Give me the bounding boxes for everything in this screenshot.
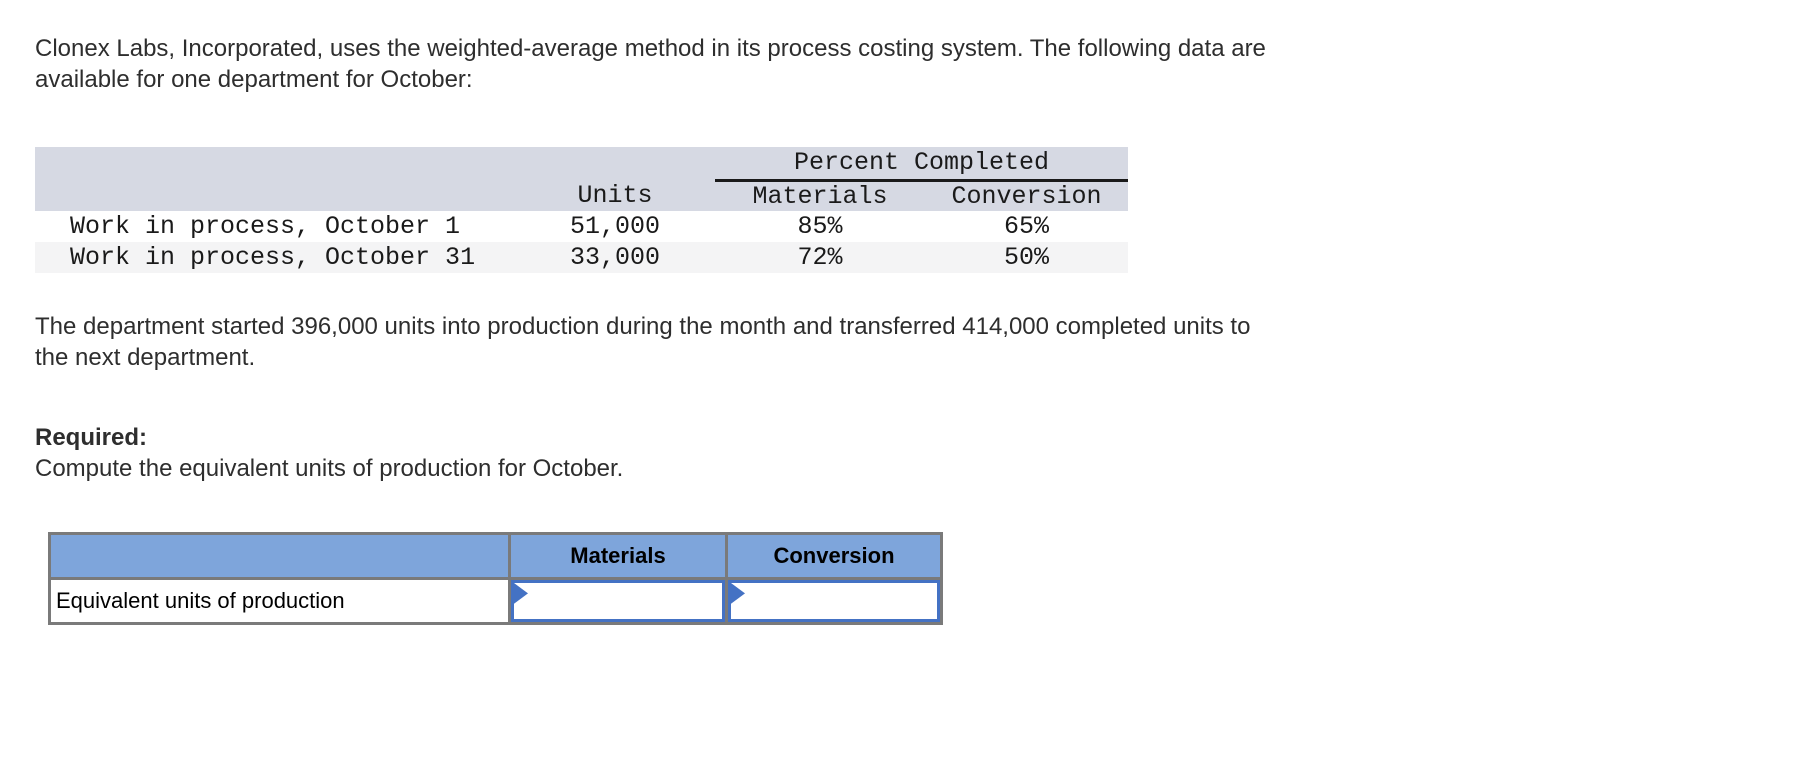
intro-line-1: Clonex Labs, Incorporated, uses the weig… [35, 35, 1266, 62]
conversion-input-cell[interactable] [725, 577, 943, 625]
conversion-column-header: Conversion [925, 180, 1129, 211]
table-row: Work in process, October 1 51,000 85% 65… [35, 211, 1128, 242]
intro-line-2: available for one department for October… [35, 66, 473, 93]
row-label: Work in process, October 31 [35, 242, 515, 273]
required-instruction: Compute the equivalent units of producti… [35, 455, 624, 482]
materials-column-header: Materials [715, 180, 925, 211]
narrative-line-1: The department started 396,000 units int… [35, 313, 1251, 340]
percent-completed-header: Percent Completed [715, 147, 1129, 182]
units-value: 51,000 [569, 212, 660, 241]
materials-input[interactable] [511, 580, 725, 622]
answer-conversion-header: Conversion [725, 532, 943, 580]
answer-row-label: Equivalent units of production [48, 577, 511, 625]
percent-completed-row: Percent Completed [35, 147, 1129, 182]
intro-paragraph: Clonex Labs, Incorporated, uses the weig… [35, 33, 1810, 95]
process-data-table: Percent Completed Units Materials Conver… [35, 147, 1129, 273]
required-section: Required: Compute the equivalent units o… [35, 422, 1810, 484]
column-header-row: Units Materials Conversion [35, 180, 1129, 211]
units-column-header: Units [515, 180, 715, 211]
required-heading: Required: [35, 424, 148, 451]
units-value: 33,000 [515, 242, 715, 273]
table-row: Work in process, October 31 33,000 72% 5… [35, 242, 1129, 273]
narrative-paragraph: The department started 396,000 units int… [35, 311, 1810, 373]
row-label-column-header [35, 180, 515, 211]
materials-value: 72% [715, 242, 925, 273]
narrative-line-2: the next department. [35, 344, 256, 371]
question-page: Clonex Labs, Incorporated, uses the weig… [0, 33, 1810, 625]
conversion-value: 50% [925, 242, 1129, 273]
header-spacer [35, 147, 715, 181]
conversion-value: 65% [1004, 212, 1050, 241]
row-label: Work in process, October 1 [70, 212, 461, 241]
materials-input-cell[interactable] [508, 577, 728, 625]
answer-table: Materials Conversion Equivalent units of… [48, 532, 943, 625]
materials-value: 85% [797, 212, 843, 241]
answer-data-row: Equivalent units of production [48, 577, 943, 625]
answer-header-row: Materials Conversion [48, 532, 943, 580]
conversion-input[interactable] [728, 580, 940, 622]
answer-materials-header: Materials [508, 532, 728, 580]
answer-blank-header [48, 532, 511, 580]
